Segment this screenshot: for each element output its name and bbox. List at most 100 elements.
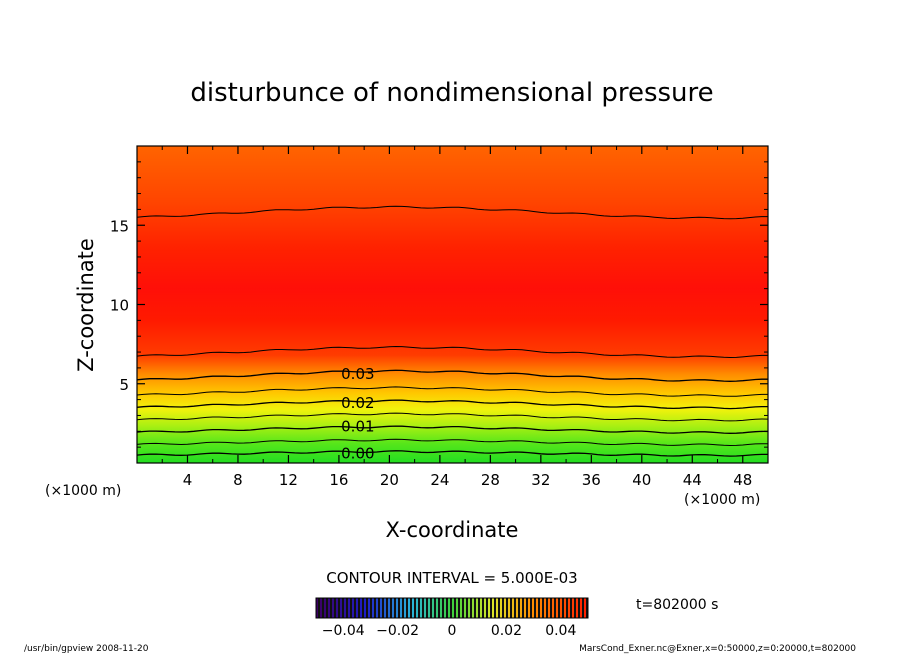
colorbar-tick-label: 0.04	[545, 623, 576, 639]
chart-title: disturbunce of nondimensional pressure	[190, 78, 713, 108]
colorbar-segment	[520, 598, 523, 618]
colorbar-segment	[322, 598, 325, 618]
colorbar-segment	[496, 598, 499, 618]
colorbar-segment	[578, 598, 581, 618]
colorbar-segment	[484, 598, 487, 618]
colorbar-segment	[498, 598, 501, 618]
colorbar-segment	[480, 598, 483, 618]
colorbar-segment	[546, 598, 549, 618]
y-tick-label: 10	[110, 297, 129, 315]
contour-labels: 0.03 0.02 0.01 0.00	[341, 365, 374, 462]
colorbar-labels: −0.04 −0.02 0 0.02 0.04	[322, 623, 577, 639]
x-unit-label-left: (×1000 m)	[45, 483, 121, 499]
colorbar-segment	[502, 598, 505, 618]
contour-lines	[136, 205, 769, 457]
colorbar-tick-label: −0.02	[376, 623, 419, 639]
x-tick-label: 40	[632, 471, 651, 489]
colorbar-segment	[586, 598, 589, 618]
colorbar-segment	[490, 598, 493, 618]
colorbar-segment	[566, 598, 569, 618]
colorbar-segment	[370, 598, 373, 618]
contour-line	[136, 425, 769, 434]
colorbar-segment	[456, 598, 459, 618]
colorbar-segment	[364, 598, 367, 618]
colorbar-segment	[358, 598, 361, 618]
y-tick-label: 5	[119, 376, 129, 394]
colorbar-segment	[414, 598, 417, 618]
contour-line	[136, 386, 768, 397]
footer-right: MarsCond_Exner.nc@Exner,x=0:50000,z=0:20…	[579, 644, 856, 654]
colorbar-segment	[396, 598, 399, 618]
colorbar-segment	[568, 598, 571, 618]
colorbar-segment	[328, 598, 331, 618]
colorbar-segment	[550, 598, 553, 618]
colorbar-segment	[394, 598, 397, 618]
contour-label: 0.01	[341, 418, 374, 436]
colorbar-segment	[458, 598, 461, 618]
contour-line	[136, 450, 768, 457]
x-tick-label: 20	[380, 471, 399, 489]
colorbar-segment	[524, 598, 527, 618]
x-tick-label: 44	[683, 471, 702, 489]
x-tick-label: 36	[582, 471, 601, 489]
colorbar-segment	[532, 598, 535, 618]
colorbar-segment	[374, 598, 377, 618]
colorbar-segment	[452, 598, 455, 618]
colorbar-segment	[340, 598, 343, 618]
colorbar-segment	[530, 598, 533, 618]
contour-line	[136, 399, 768, 410]
x-tick-label: 32	[531, 471, 550, 489]
colorbar-segment	[398, 598, 401, 618]
colorbar-segment	[384, 598, 387, 618]
colorbar-segment	[350, 598, 353, 618]
colorbar-segment	[380, 598, 383, 618]
colorbar-segment	[580, 598, 583, 618]
colorbar-segment	[324, 598, 327, 618]
colorbar-segment	[516, 598, 519, 618]
colorbar-segment	[338, 598, 341, 618]
footer-left: /usr/bin/gpview 2008-11-20	[24, 644, 149, 654]
colorbar-segment	[470, 598, 473, 618]
contour-field	[137, 146, 768, 463]
colorbar-segment	[336, 598, 339, 618]
colorbar-segment	[526, 598, 529, 618]
colorbar-segment	[488, 598, 491, 618]
contour-label: 0.02	[341, 394, 374, 412]
colorbar-segment	[412, 598, 415, 618]
colorbar-segment	[400, 598, 403, 618]
colorbar-segment	[360, 598, 363, 618]
colorbar-segment	[562, 598, 565, 618]
colorbar-tick-label: 0	[448, 623, 457, 639]
colorbar-segment	[584, 598, 587, 618]
x-unit-label-right: (×1000 m)	[684, 492, 760, 508]
colorbar-segment	[318, 598, 321, 618]
time-label: t=802000 s	[636, 597, 718, 613]
colorbar-tick-label: 0.02	[491, 623, 522, 639]
colorbar-segment	[326, 598, 329, 618]
colorbar-segment	[564, 598, 567, 618]
colorbar-segment	[466, 598, 469, 618]
colorbar-segment	[576, 598, 579, 618]
colorbar-segment	[352, 598, 355, 618]
colorbar-segment	[478, 598, 481, 618]
colorbar-segment	[434, 598, 437, 618]
colorbar-segment	[442, 598, 445, 618]
colorbar-segment	[362, 598, 365, 618]
contour-line	[136, 369, 768, 382]
colorbar-segment	[504, 598, 507, 618]
colorbar-segment	[404, 598, 407, 618]
colorbar-segment	[512, 598, 515, 618]
colorbar-segment	[454, 598, 457, 618]
contour-interval-text: CONTOUR INTERVAL = 5.000E-03	[326, 569, 577, 587]
colorbar-segment	[388, 598, 391, 618]
x-axis-label: X-coordinate	[386, 518, 519, 542]
colorbar-segment	[316, 598, 319, 618]
colorbar-segment	[500, 598, 503, 618]
colorbar-segment	[346, 598, 349, 618]
colorbar-segment	[538, 598, 541, 618]
contour-line	[136, 345, 768, 359]
colorbar-segment	[462, 598, 465, 618]
contour-label: 0.03	[341, 365, 374, 383]
